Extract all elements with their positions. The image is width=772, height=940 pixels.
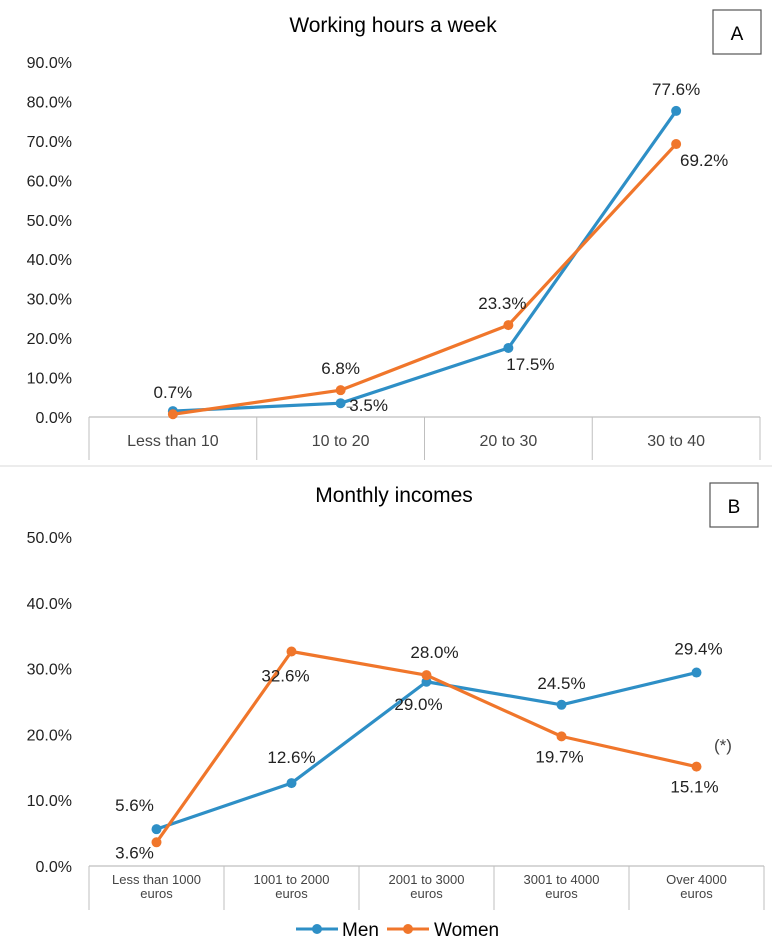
y-tick-label: 0.0% [36,410,72,427]
data-point-women [556,731,567,742]
data-point-women [335,385,346,396]
x-tick-label: Less than 10 [127,433,219,450]
y-tick-label: 20.0% [27,331,72,348]
y-tick-label: 40.0% [27,252,72,269]
x-tick-label: 10 to 20 [312,433,370,450]
chart-monthly-incomes: Monthly incomes B (*) 0.0% 10.0% 20.0% 30.0… [27,482,765,910]
data-label: 19.7% [535,747,583,766]
series-line-women [172,142,678,416]
data-label: 15.1% [670,778,718,797]
x-tick-label: Less than 1000 euros [112,872,201,901]
data-point-women [286,646,297,657]
data-label: 77.6% [652,80,700,99]
data-point-men [335,398,346,409]
data-point-men [151,824,162,835]
data-label: 3.6% [115,843,154,862]
legend-men-marker [312,924,322,934]
x-tick-label: 1001 to 2000 euros [254,872,330,901]
x-tick-label: 3001 to 4000 euros [524,872,600,901]
chart-title: Working hours a week [289,14,497,37]
data-label: 6.8% [321,359,360,378]
data-label: 29.0% [394,695,442,714]
panel-label: A [731,24,744,45]
legend-women-label: Women [434,920,499,940]
y-tick-label: 10.0% [27,371,72,388]
panel-label: B [728,497,741,518]
x-tick-label: 2001 to 3000 euros [389,872,465,901]
y-tick-label: 50.0% [27,530,72,547]
panel-label-box [709,482,759,528]
legend-women-marker [403,924,413,934]
y-tick-label: 60.0% [27,173,72,190]
data-label: 5.6% [115,796,154,815]
y-tick-label: 90.0% [27,55,72,72]
y-tick-label: 70.0% [27,134,72,151]
data-point-women [151,837,162,848]
data-point-men [286,778,297,789]
data-point-men [556,699,567,710]
data-label: 12.6% [267,748,315,767]
data-label: 69.2% [680,151,728,170]
data-point-women [167,409,178,420]
legend-men-label: Men [342,920,379,940]
data-point-women [421,670,432,681]
data-point-men [503,342,514,353]
data-label: 0.7% [154,383,193,402]
data-point-men [691,667,702,678]
y-tick-label: 30.0% [27,292,72,309]
y-tick-label: 0.0% [36,859,72,876]
data-label: 17.5% [506,355,554,374]
data-label: 32.6% [261,666,309,685]
data-label: 23.3% [478,294,526,313]
y-tick-label: 40.0% [27,596,72,613]
y-tick-label: 80.0% [27,94,72,111]
legend: Men Women [296,920,499,940]
x-tick-label: 30 to 40 [647,433,705,450]
footnote-marker: (*) [714,736,732,755]
data-point-women [503,320,514,331]
data-label: 3.5% [349,396,388,415]
data-point-women [691,761,702,772]
data-point-men [671,105,682,116]
data-point-women [671,139,682,150]
data-label: 24.5% [537,674,585,693]
panel-label-box [712,9,762,55]
series-line-men [172,109,678,413]
y-tick-label: 10.0% [27,793,72,810]
data-label: 29.4% [674,640,722,659]
y-tick-label: 30.0% [27,662,72,679]
x-tick-label: Over 4000 euros [666,872,727,901]
y-tick-label: 50.0% [27,213,72,230]
y-tick-label: 20.0% [27,727,72,744]
chart-working-hours: Working hours a week A 0.0% 10.0% 20.0% 30.… [27,9,762,460]
chart-title: Monthly incomes [315,484,473,507]
x-tick-label: 20 to 30 [479,433,537,450]
data-label: 28.0% [410,643,458,662]
